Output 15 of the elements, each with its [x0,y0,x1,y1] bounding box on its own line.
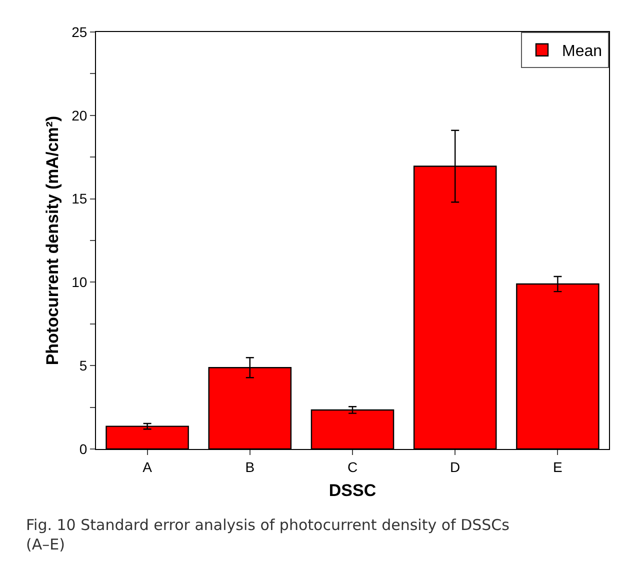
x-tick-label: E [553,458,562,475]
x-tick-label: C [347,458,358,475]
x-axis-title: DSSC [328,481,376,500]
y-tick-label: 10 [72,274,88,290]
x-tick-label: B [245,458,255,475]
y-axis-title: Photocurrent density (mA/cm²) [43,116,62,366]
y-tick-label: 20 [72,107,88,124]
x-tick-label: D [450,458,460,475]
y-tick-label: 15 [72,190,88,207]
y-tick-label: 25 [72,24,88,40]
y-tick-label: 0 [79,440,88,457]
y-tick-label: 5 [79,358,88,374]
legend-label: Mean [562,43,602,60]
x-tick-label: A [142,458,153,475]
caption: Fig. 10 Standard error analysis of photocurrent density of DSSCs (A–E) [26,516,510,554]
